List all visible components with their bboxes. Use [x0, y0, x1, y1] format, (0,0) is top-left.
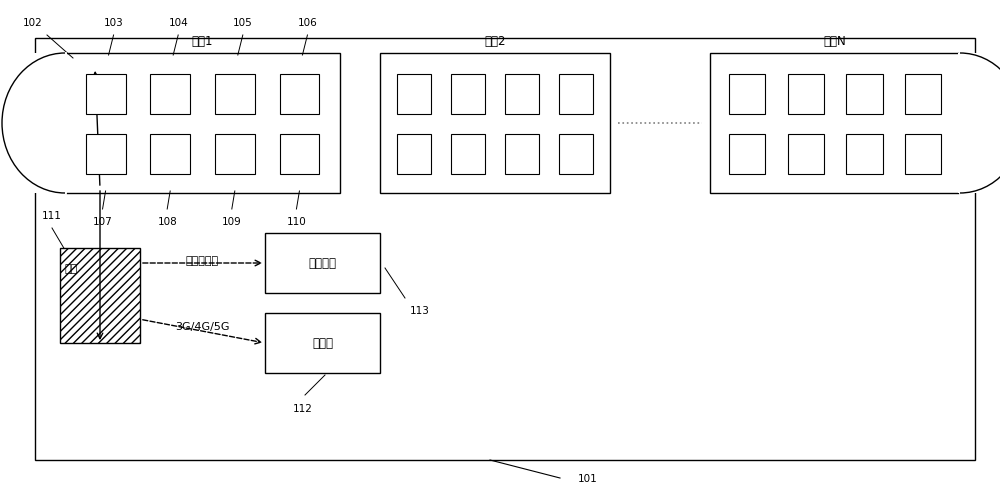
- Bar: [2, 54, 67, 194]
- Text: 车厢N: 车厢N: [824, 36, 846, 48]
- Bar: [215, 75, 255, 115]
- Bar: [505, 75, 539, 115]
- Text: 108: 108: [157, 217, 177, 226]
- Bar: [150, 75, 190, 115]
- Bar: [397, 75, 431, 115]
- Bar: [905, 135, 941, 175]
- Text: 110: 110: [287, 217, 306, 226]
- Bar: [60, 248, 140, 343]
- Bar: [380, 54, 610, 194]
- Bar: [451, 75, 485, 115]
- Bar: [280, 75, 319, 115]
- Text: 3G/4G/5G: 3G/4G/5G: [175, 322, 230, 331]
- Text: 移动设备: 移动设备: [309, 257, 337, 270]
- Text: 101: 101: [578, 473, 598, 483]
- Bar: [280, 135, 319, 175]
- Bar: [559, 75, 593, 115]
- Bar: [505, 135, 539, 175]
- Bar: [559, 135, 593, 175]
- Bar: [788, 75, 824, 115]
- Bar: [397, 135, 431, 175]
- Bar: [86, 135, 126, 175]
- Text: 104: 104: [168, 18, 188, 28]
- Text: 105: 105: [233, 18, 253, 28]
- Bar: [846, 135, 883, 175]
- Text: 车厢1: 车厢1: [192, 36, 213, 48]
- Text: 车厢2: 车厢2: [484, 36, 506, 48]
- Bar: [710, 54, 960, 194]
- Bar: [788, 135, 824, 175]
- Bar: [65, 54, 340, 194]
- Text: 短距离无线: 短距离无线: [186, 256, 219, 265]
- Text: 111: 111: [42, 210, 62, 221]
- Bar: [905, 75, 941, 115]
- Text: 109: 109: [222, 217, 242, 226]
- Text: 有线: 有线: [65, 264, 78, 273]
- Bar: [958, 54, 1000, 194]
- Bar: [215, 135, 255, 175]
- Bar: [150, 135, 190, 175]
- Text: 112: 112: [293, 403, 313, 413]
- Text: 107: 107: [93, 217, 112, 226]
- Bar: [729, 75, 765, 115]
- Bar: [265, 313, 380, 373]
- Text: 服务器: 服务器: [312, 337, 333, 350]
- Text: 103: 103: [104, 18, 123, 28]
- Text: 102: 102: [23, 18, 43, 28]
- Bar: [846, 75, 883, 115]
- Bar: [729, 135, 765, 175]
- Bar: [86, 75, 126, 115]
- Text: 113: 113: [410, 305, 430, 315]
- Bar: [35, 39, 975, 460]
- Bar: [265, 234, 380, 293]
- Text: 106: 106: [298, 18, 317, 28]
- Bar: [451, 135, 485, 175]
